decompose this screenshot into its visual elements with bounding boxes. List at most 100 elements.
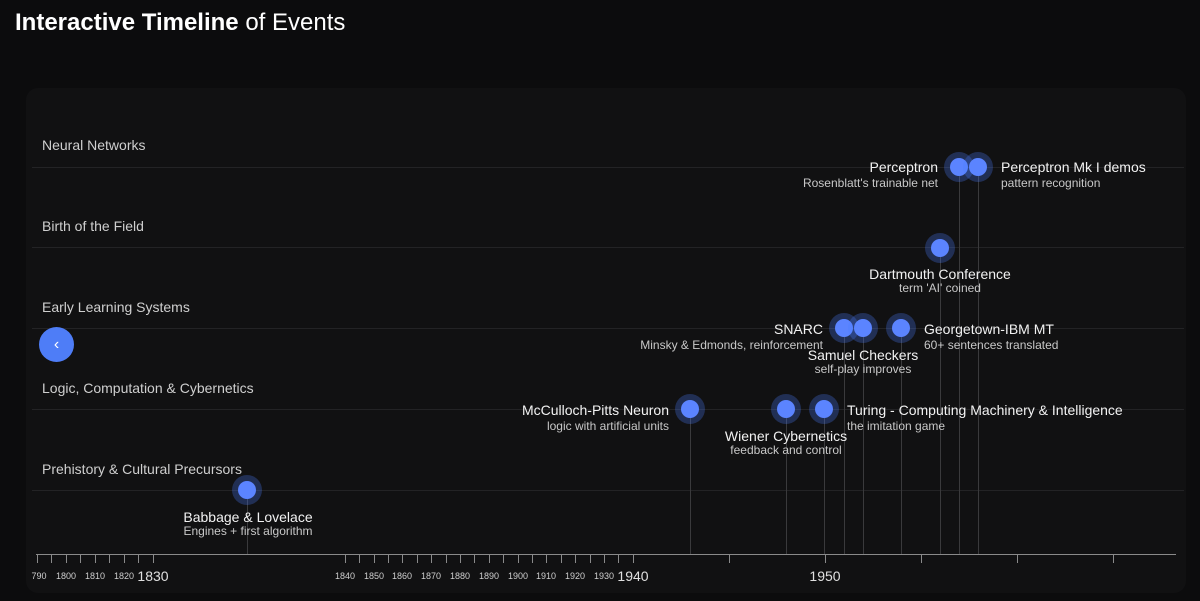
event-dot-perceptron-mk1[interactable] — [963, 152, 993, 182]
axis-tick-label: 1800 — [55, 571, 77, 581]
axis-tick — [431, 555, 432, 563]
axis-tick — [604, 555, 605, 563]
axis-tick-label: 1890 — [478, 571, 500, 581]
axis-tick-label: 1870 — [420, 571, 442, 581]
timeline-panel — [26, 88, 1186, 593]
event-dot-babbage[interactable] — [232, 475, 262, 505]
event-stem — [690, 409, 691, 554]
axis-tick — [66, 555, 67, 563]
axis-tick-label: 1810 — [84, 571, 106, 581]
event-subtitle-perceptron-mk1: pattern recognition — [1001, 176, 1101, 190]
axis-tick — [921, 555, 922, 563]
lane-label-birth-of-field: Birth of the Field — [42, 218, 144, 234]
lane-label-neural-networks: Neural Networks — [42, 137, 146, 153]
axis-tick — [561, 555, 562, 563]
page-title: Interactive Timeline of Events — [15, 9, 345, 37]
axis-tick — [546, 555, 547, 563]
axis-tick — [388, 555, 389, 563]
axis-tick-label-major: 1830 — [137, 568, 169, 584]
event-title-perceptron-mk1: Perceptron Mk I demos — [1001, 159, 1146, 175]
axis-tick — [590, 555, 591, 563]
event-dot-turing[interactable] — [809, 394, 839, 424]
chevron-left-icon: ‹ — [53, 335, 60, 353]
lane-separator — [32, 328, 1184, 329]
event-subtitle-turing: the imitation game — [847, 419, 946, 433]
axis-tick — [575, 555, 576, 563]
event-subtitle-mcculloch: logic with artificial units — [546, 419, 669, 433]
event-dot-wiener[interactable] — [771, 394, 801, 424]
event-title-georgetown: Georgetown-IBM MT — [924, 321, 1054, 337]
event-stem — [978, 167, 979, 554]
axis-tick — [124, 555, 125, 563]
event-dot-mcculloch[interactable] — [675, 394, 705, 424]
axis-tick — [153, 555, 154, 563]
lane-separator — [32, 167, 1184, 168]
event-stem — [901, 328, 902, 554]
lane-separator — [32, 247, 1184, 248]
axis-tick — [518, 555, 519, 563]
axis-tick — [138, 555, 139, 563]
axis-tick — [80, 555, 81, 563]
axis-tick-label-major: 1940 — [617, 568, 649, 584]
previous-button[interactable]: ‹ — [39, 327, 74, 362]
axis-tick-label: 1820 — [113, 571, 135, 581]
axis-tick-label-major: 1950 — [809, 568, 841, 584]
axis-tick — [825, 555, 826, 563]
event-title-dartmouth: Dartmouth Conference — [869, 266, 1011, 282]
lane-separator — [32, 490, 1184, 491]
event-stem — [247, 490, 248, 554]
event-stem — [940, 247, 941, 554]
event-subtitle-samuel: self-play improves — [814, 362, 912, 376]
event-dot-dartmouth[interactable] — [925, 233, 955, 263]
event-subtitle-wiener: feedback and control — [730, 443, 842, 457]
axis-tick — [633, 555, 634, 563]
event-dot-georgetown[interactable] — [886, 313, 916, 343]
axis-tick-label: 1920 — [564, 571, 586, 581]
event-title-babbage: Babbage & Lovelace — [183, 509, 313, 525]
event-title-samuel: Samuel Checkers — [807, 347, 919, 363]
axis-tick — [474, 555, 475, 563]
axis-tick — [417, 555, 418, 563]
event-stem — [863, 328, 864, 554]
axis-tick — [51, 555, 52, 563]
axis-tick — [618, 555, 619, 563]
event-subtitle-georgetown: 60+ sentences translated — [924, 338, 1059, 352]
time-axis — [36, 554, 1176, 555]
axis-tick — [359, 555, 360, 563]
axis-tick — [1017, 555, 1018, 563]
lane-label-early-learning: Early Learning Systems — [42, 299, 190, 315]
event-title-perceptron: Perceptron — [869, 159, 938, 175]
lane-label-prehistory: Prehistory & Cultural Precursors — [42, 461, 242, 477]
axis-tick — [503, 555, 504, 563]
event-stem — [824, 409, 825, 554]
event-title-snarc: SNARC — [773, 321, 823, 337]
axis-tick-label: 1860 — [391, 571, 413, 581]
axis-tick — [532, 555, 533, 563]
event-subtitle-perceptron: Rosenblatt's trainable net — [802, 176, 938, 190]
axis-tick-label: 1910 — [535, 571, 557, 581]
axis-tick-label: 1840 — [334, 571, 356, 581]
axis-tick — [95, 555, 96, 563]
axis-tick-label: 1850 — [363, 571, 385, 581]
event-stem — [786, 409, 787, 554]
event-title-mcculloch: McCulloch-Pitts Neuron — [521, 402, 669, 418]
axis-tick — [446, 555, 447, 563]
event-subtitle-babbage: Engines + first algorithm — [183, 524, 313, 538]
event-stem — [844, 328, 845, 554]
axis-tick — [37, 555, 38, 563]
axis-tick-label: 790 — [31, 571, 47, 581]
axis-tick — [729, 555, 730, 563]
axis-tick — [374, 555, 375, 563]
axis-tick — [1113, 555, 1114, 563]
lane-separator — [32, 409, 1184, 410]
axis-tick — [345, 555, 346, 563]
axis-tick — [402, 555, 403, 563]
event-subtitle-dartmouth: term 'AI' coined — [899, 281, 981, 295]
axis-tick — [460, 555, 461, 563]
event-title-turing: Turing - Computing Machinery & Intellige… — [847, 402, 1123, 418]
page-title-bold: Interactive Timeline — [15, 9, 239, 36]
axis-tick-label: 1880 — [449, 571, 471, 581]
axis-tick-label: 1900 — [507, 571, 529, 581]
lane-label-logic-computation: Logic, Computation & Cybernetics — [42, 380, 254, 396]
event-dot-samuel[interactable] — [848, 313, 878, 343]
